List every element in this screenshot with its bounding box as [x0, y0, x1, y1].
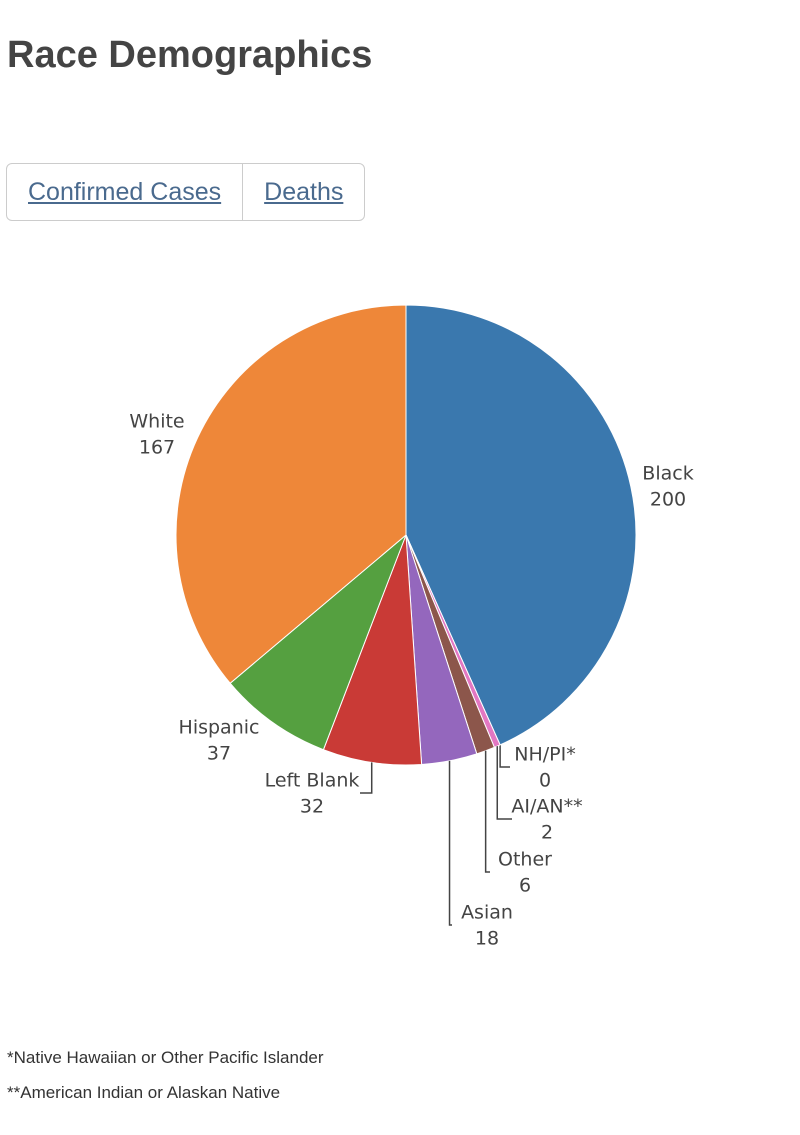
- footnote: **American Indian or Alaskan Native: [7, 1083, 281, 1102]
- pie-slice: [175, 304, 407, 684]
- slice-value: 2: [541, 822, 553, 844]
- slice-value: 18: [475, 928, 499, 950]
- pie-slice: [229, 534, 407, 751]
- leader-line: [448, 760, 452, 926]
- leader-line: [360, 762, 373, 794]
- leader-line: [499, 744, 510, 768]
- slice-value: 37: [207, 743, 231, 765]
- slice-label: White: [129, 411, 184, 433]
- slice-value: 6: [519, 875, 531, 897]
- pie-chart: Black 200 NH/PI* 0 AI/AN** 2 Other 6 Asian 18 Left…: [129, 304, 694, 950]
- page-title: Race Demographics: [7, 34, 373, 76]
- slice-value: 167: [139, 437, 175, 459]
- slice-label: Black: [642, 463, 693, 485]
- leader-line: [484, 750, 490, 873]
- tab[interactable]: Deaths: [242, 164, 364, 220]
- pie-slice: [405, 304, 637, 746]
- slice-label: NH/PI*: [514, 744, 575, 766]
- slice-label: Hispanic: [179, 717, 260, 739]
- slice-value: 0: [539, 770, 551, 792]
- footnote: *Native Hawaiian or Other Pacific Island…: [7, 1048, 324, 1067]
- slice-label: Other: [498, 849, 552, 871]
- tab-bar: Confirmed Cases Deaths: [6, 163, 366, 221]
- slice-value: 200: [650, 489, 686, 511]
- leader-line: [496, 746, 512, 820]
- slice-label: AI/AN**: [511, 796, 582, 818]
- slice-label: Left Blank: [265, 770, 360, 792]
- slice-value: 32: [300, 796, 324, 818]
- tab[interactable]: Confirmed Cases: [28, 178, 222, 206]
- slice-label: Asian: [461, 902, 513, 924]
